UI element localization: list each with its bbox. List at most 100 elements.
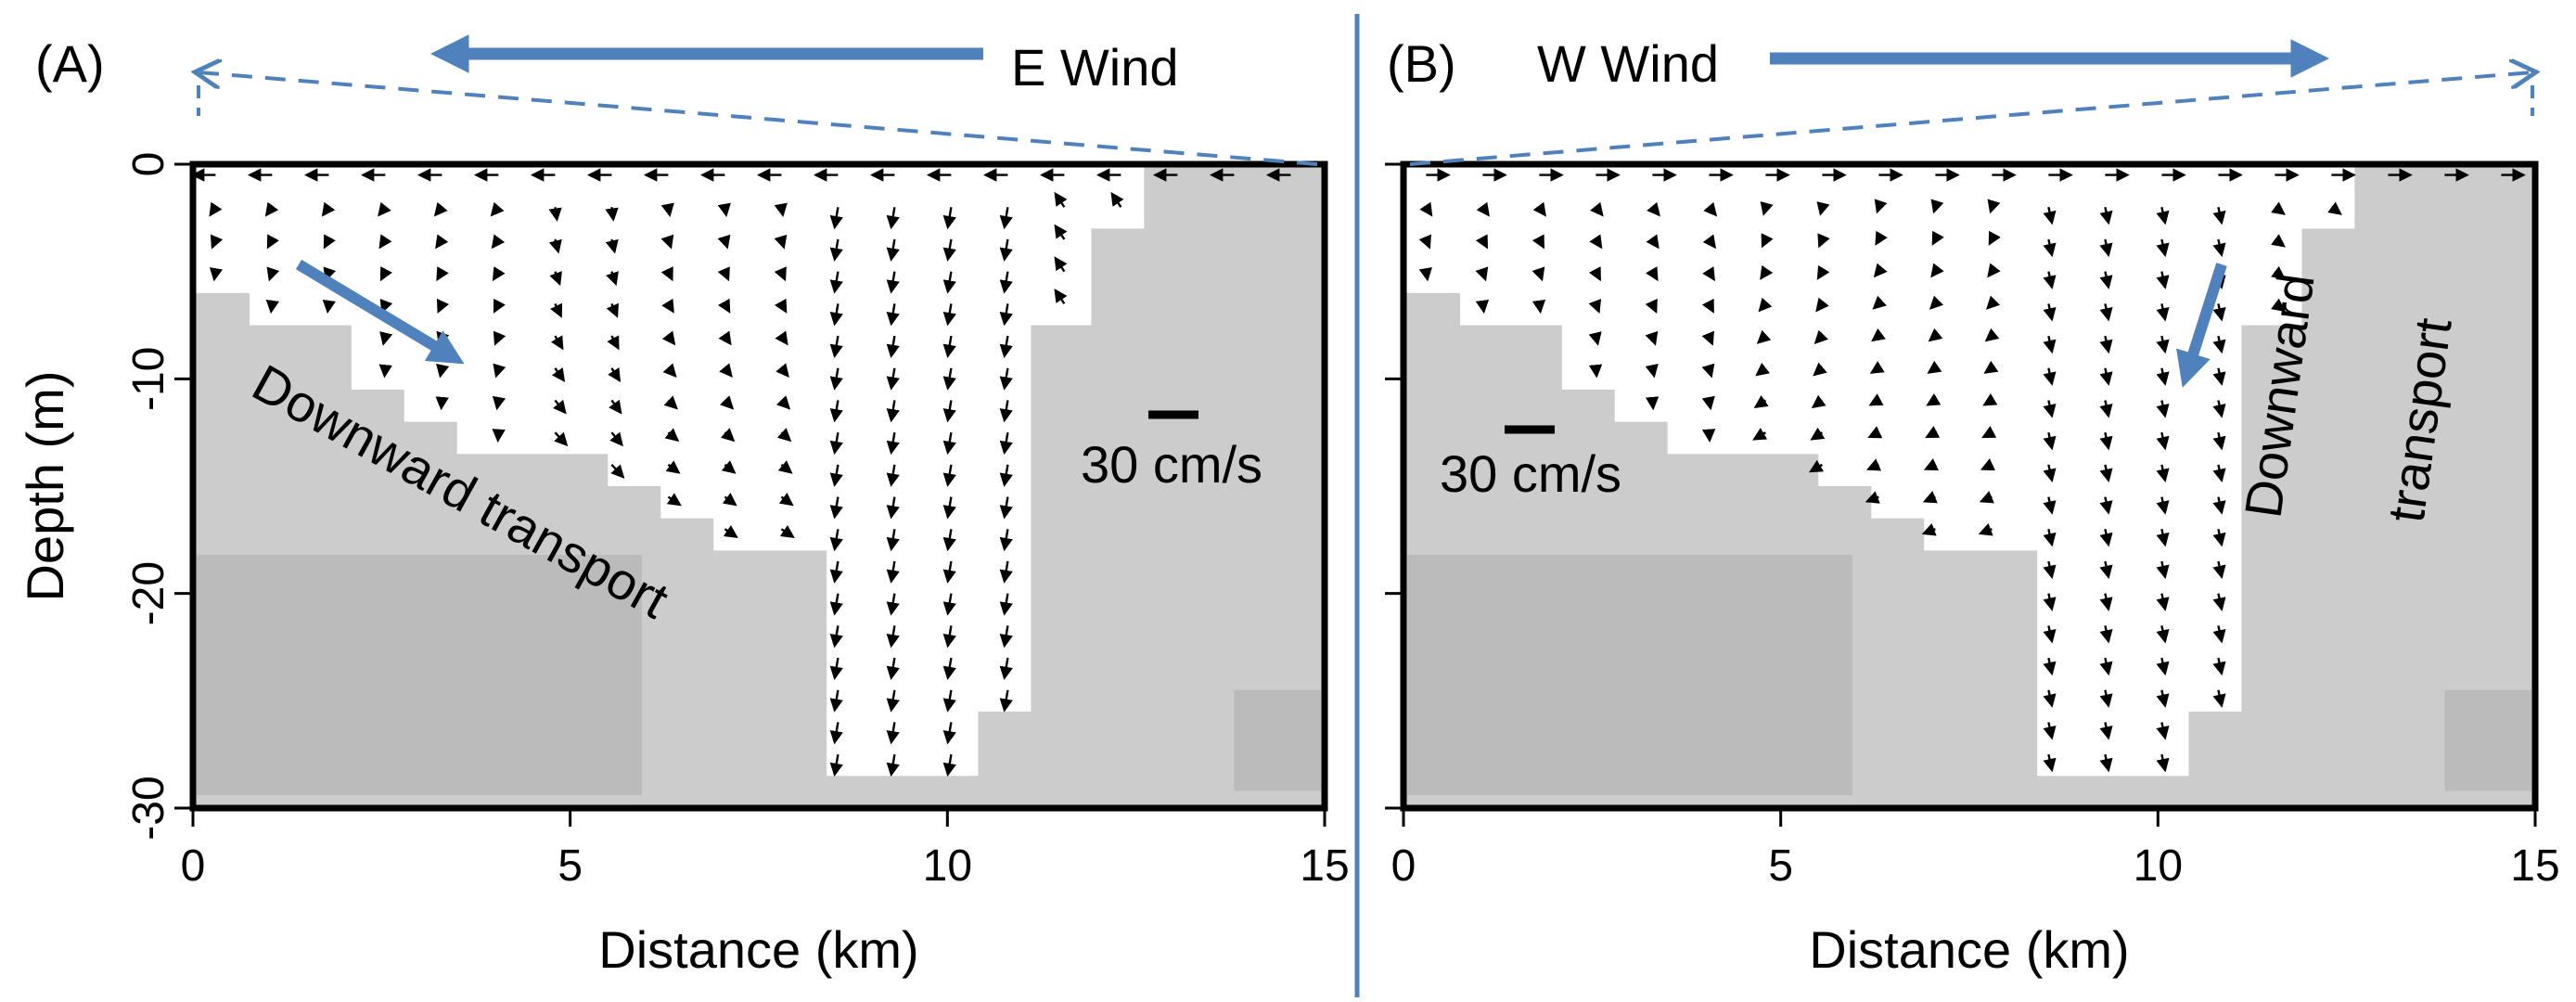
velocity-vector (1816, 264, 1830, 280)
velocity-vector (492, 266, 506, 282)
velocity-vector (2043, 464, 2057, 483)
velocity-vector (886, 207, 900, 230)
velocity-vector (999, 207, 1013, 230)
velocity-vector (2212, 689, 2226, 708)
velocity-vector (2156, 560, 2170, 580)
velocity-vector (719, 363, 733, 379)
velocity-vector (942, 496, 956, 520)
velocity-vector (1979, 491, 1994, 504)
velocity-vector (2099, 400, 2113, 418)
velocity-vector (378, 234, 392, 250)
panel-a-axes: 0 5 10 15 0 -10 -20 -30 (124, 152, 1350, 891)
velocity-vector (886, 753, 900, 777)
velocity-vector (775, 395, 791, 410)
velocity-vector (942, 303, 956, 327)
velocity-vector (942, 625, 956, 649)
velocity-vector (1865, 458, 1882, 471)
velocity-vector (552, 399, 567, 415)
panel-a-velocity-vectors (190, 168, 1291, 777)
velocity-vector (886, 431, 900, 456)
velocity-vector (605, 238, 619, 254)
velocity-vector (886, 464, 900, 487)
velocity-vector (717, 234, 731, 250)
velocity-vector (2212, 560, 2226, 580)
velocity-vector (2099, 560, 2113, 580)
velocity-vector (436, 266, 449, 282)
panel-a-wind-profile (199, 72, 1318, 166)
velocity-vector (379, 331, 393, 346)
velocity-vector (2043, 689, 2057, 708)
velocity-vector (608, 366, 622, 382)
velocity-vector (775, 330, 788, 346)
velocity-vector (717, 266, 730, 282)
velocity-vector (723, 524, 738, 539)
velocity-vector (942, 271, 956, 294)
velocity-vector (2043, 335, 2057, 354)
panel-b-axes: 0 5 10 15 (1385, 162, 2560, 891)
velocity-vector (774, 266, 787, 282)
velocity-vector (1532, 234, 1545, 250)
velocity-vector (2212, 238, 2226, 258)
velocity-vector (662, 363, 677, 378)
velocity-vector (1928, 328, 1943, 342)
velocity-vector (1702, 234, 1717, 250)
velocity-vector (1703, 201, 1718, 217)
velocity-vector (2099, 335, 2113, 354)
velocity-vector (2156, 529, 2170, 547)
velocity-vector (606, 302, 619, 318)
velocity-vector (1978, 523, 1993, 536)
velocity-vector (322, 299, 337, 315)
velocity-vector (1980, 458, 1996, 471)
velocity-vector (1815, 297, 1829, 313)
velocity-vector (2099, 464, 2113, 483)
velocity-vector (886, 722, 900, 745)
velocity-vector (829, 657, 843, 681)
velocity-vector (886, 689, 900, 713)
velocity-vector (829, 367, 843, 391)
y-tick-label: -30 (124, 776, 173, 840)
velocity-vector (1987, 199, 2001, 214)
velocity-vector (1809, 459, 1825, 473)
land-shade (1234, 689, 1321, 791)
velocity-vector (886, 335, 900, 359)
panel-a-xlabel: Distance (km) (598, 920, 918, 979)
panel-a-label: (A) (35, 34, 105, 93)
velocity-vector (2212, 303, 2226, 322)
velocity-vector (942, 238, 956, 262)
water-column (713, 164, 827, 551)
velocity-vector (999, 529, 1013, 552)
velocity-vector (886, 271, 900, 294)
velocity-vector (2212, 367, 2226, 386)
velocity-vector (660, 266, 673, 282)
velocity-vector (2043, 625, 2057, 644)
velocity-vector (1752, 428, 1768, 441)
velocity-vector (774, 234, 788, 250)
x-tick-label: 0 (1391, 841, 1416, 891)
water-column (1403, 164, 1461, 293)
velocity-vector (266, 266, 280, 282)
velocity-vector (2043, 303, 2057, 322)
velocity-vector (2156, 207, 2170, 225)
velocity-vector (492, 429, 506, 443)
velocity-vector (829, 271, 843, 294)
velocity-vector (1760, 264, 1774, 280)
velocity-vector (1981, 426, 1997, 439)
velocity-vector (1816, 201, 1830, 216)
velocity-vector (493, 363, 506, 379)
velocity-vector (1811, 394, 1826, 409)
velocity-vector (942, 400, 956, 423)
velocity-vector (829, 335, 843, 359)
velocity-vector (660, 202, 674, 218)
velocity-vector (1532, 266, 1545, 282)
velocity-vector (886, 529, 900, 552)
velocity-vector (379, 266, 392, 282)
velocity-vector (2156, 335, 2170, 354)
velocity-vector (829, 464, 843, 487)
velocity-vector (778, 493, 794, 507)
velocity-vector (1588, 298, 1602, 315)
velocity-vector (1865, 491, 1880, 504)
velocity-vector (1753, 395, 1769, 409)
velocity-vector (1588, 331, 1602, 346)
velocity-vector (2156, 722, 2170, 740)
water-column (1667, 164, 1819, 455)
